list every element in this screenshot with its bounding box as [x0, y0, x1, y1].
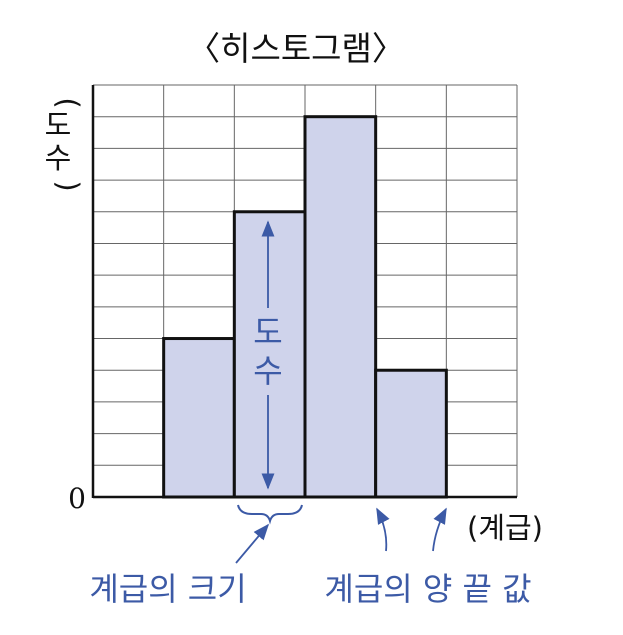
frequency-label-char-1: 도 [253, 313, 282, 351]
class-width-annotation: 계급의 크기 [89, 504, 303, 608]
class-width-label: 계급의 크기 [89, 570, 246, 608]
y-axis-label-char-1: 도 [45, 108, 72, 142]
histogram-bar-5 [374, 368, 448, 499]
frequency-label-char-2: 수 [253, 352, 282, 390]
x-axis-label: (계급) [467, 511, 543, 545]
y-axis-label-open: ( [51, 97, 85, 108]
frequency-indicator: 도 수 [253, 220, 283, 490]
origin-label: 0 [68, 482, 86, 515]
class-endpoints-annotation: 계급의 양 끝 값 [324, 507, 532, 608]
class-width-arrow [235, 523, 270, 564]
histogram-bar-3 [232, 210, 307, 499]
class-endpoints-label: 계급의 양 끝 값 [324, 570, 531, 608]
chart-title: 〈히스토그램〉 [187, 29, 405, 68]
y-axis-label: ( 도 수 ) [45, 97, 85, 191]
bars [162, 115, 448, 499]
endpoint-arrow-left [376, 507, 390, 552]
y-axis-label-char-2: 수 [45, 141, 72, 175]
histogram-bar-2 [162, 337, 236, 499]
y-axis-label-close: ) [51, 180, 85, 191]
histogram-bar-4 [303, 115, 378, 499]
endpoint-arrow-right [432, 507, 447, 552]
class-width-brace [237, 504, 303, 525]
